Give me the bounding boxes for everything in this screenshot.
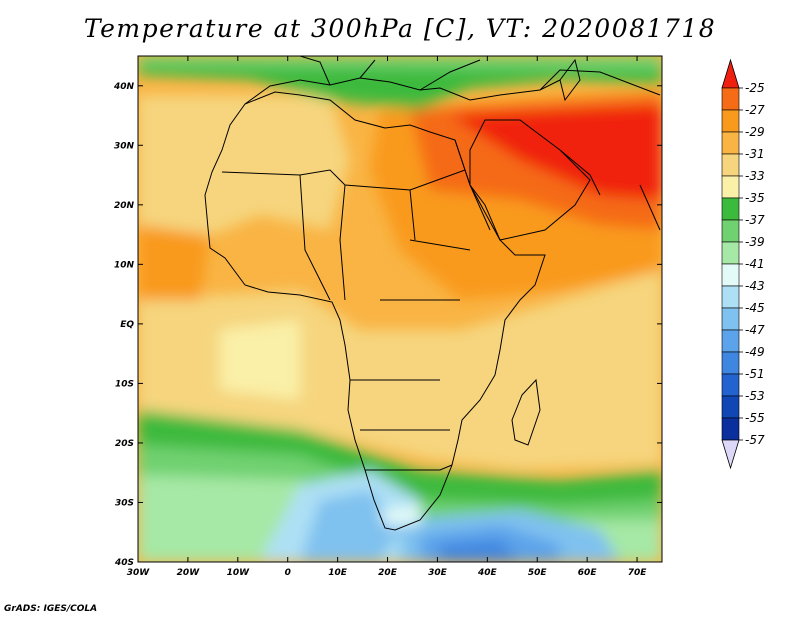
y-tick-label: 40S — [114, 558, 134, 568]
colorbar-swatch — [721, 131, 740, 155]
colorbar-swatch — [721, 197, 740, 221]
x-tick-label: 20W — [177, 568, 201, 578]
colorbar-label: -51 — [745, 367, 765, 381]
x-tick-label: 10E — [328, 568, 348, 578]
colorbar: -25 -27 -29 -31 -33 -35 -37 -39 -41 -43 -45 -47 -49 -… — [721, 58, 765, 470]
x-tick-label: 40E — [477, 568, 498, 578]
colorbar-swatch — [721, 241, 740, 265]
y-tick-label: 30N — [114, 141, 135, 151]
y-tick-label: 40N — [113, 82, 135, 92]
axis-ticks: 30W 20W 10W 0 10E 20E 30E 40E 50E 60E 70E 40N 30N 20N… — [113, 56, 662, 578]
colorbar-label: -49 — [745, 345, 765, 359]
x-tick-label: 30W — [127, 568, 151, 578]
colorbar-label: -39 — [745, 235, 765, 249]
colorbar-swatch — [721, 263, 740, 287]
temperature-field — [138, 56, 662, 562]
colorbar-label: -53 — [745, 389, 765, 403]
x-tick-label: 0 — [285, 568, 291, 578]
x-tick-label: 20E — [378, 568, 398, 578]
colorbar-label: -41 — [745, 257, 765, 271]
colorbar-label: -43 — [745, 279, 765, 293]
colorbar-label: -27 — [745, 103, 765, 117]
x-tick-label: 60E — [578, 568, 598, 578]
colorbar-label: -55 — [745, 411, 765, 425]
colorbar-swatch — [721, 87, 740, 111]
colorbar-top-triangle — [721, 58, 740, 89]
coastline — [204, 56, 661, 531]
y-tick-label: 20N — [114, 201, 135, 211]
colorbar-swatch — [721, 417, 740, 441]
y-tick-label: EQ — [120, 320, 134, 330]
colorbar-swatch — [721, 373, 740, 397]
colorbar-swatch — [721, 109, 740, 133]
colorbar-label: -33 — [745, 169, 765, 183]
colorbar-label: -35 — [745, 191, 765, 205]
colorbar-label: -57 — [745, 433, 765, 447]
colorbar-label: -31 — [745, 147, 765, 161]
colorbar-label: -47 — [745, 323, 765, 337]
colorbar-label: -37 — [745, 213, 765, 227]
y-tick-label: 30S — [115, 498, 134, 508]
colorbar-label: -25 — [745, 81, 765, 95]
y-tick-label: 10N — [114, 260, 135, 270]
colorbar-swatch — [721, 153, 740, 177]
y-tick-label: 20S — [115, 439, 134, 449]
x-tick-label: 30E — [428, 568, 448, 578]
colorbar-swatch — [721, 175, 740, 199]
map-title: Temperature at 300hPa [C], VT: 202008171… — [83, 14, 717, 43]
y-tick-label: 10S — [115, 379, 134, 389]
x-tick-label: 50E — [528, 568, 548, 578]
colorbar-swatch — [721, 395, 740, 419]
colorbar-label: -45 — [745, 301, 765, 315]
colorbar-swatch — [721, 351, 740, 375]
colorbar-swatch — [721, 219, 740, 243]
x-tick-label: 10W — [227, 568, 251, 578]
map-frame — [137, 55, 663, 563]
colorbar-swatch — [721, 285, 740, 309]
x-tick-label: 70E — [628, 568, 648, 578]
grads-credit: GrADS: IGES/COLA — [4, 604, 98, 614]
colorbar-bottom-triangle — [721, 439, 740, 470]
colorbar-label: -29 — [745, 125, 765, 139]
colorbar-swatch — [721, 329, 740, 353]
colorbar-swatch — [721, 307, 740, 331]
